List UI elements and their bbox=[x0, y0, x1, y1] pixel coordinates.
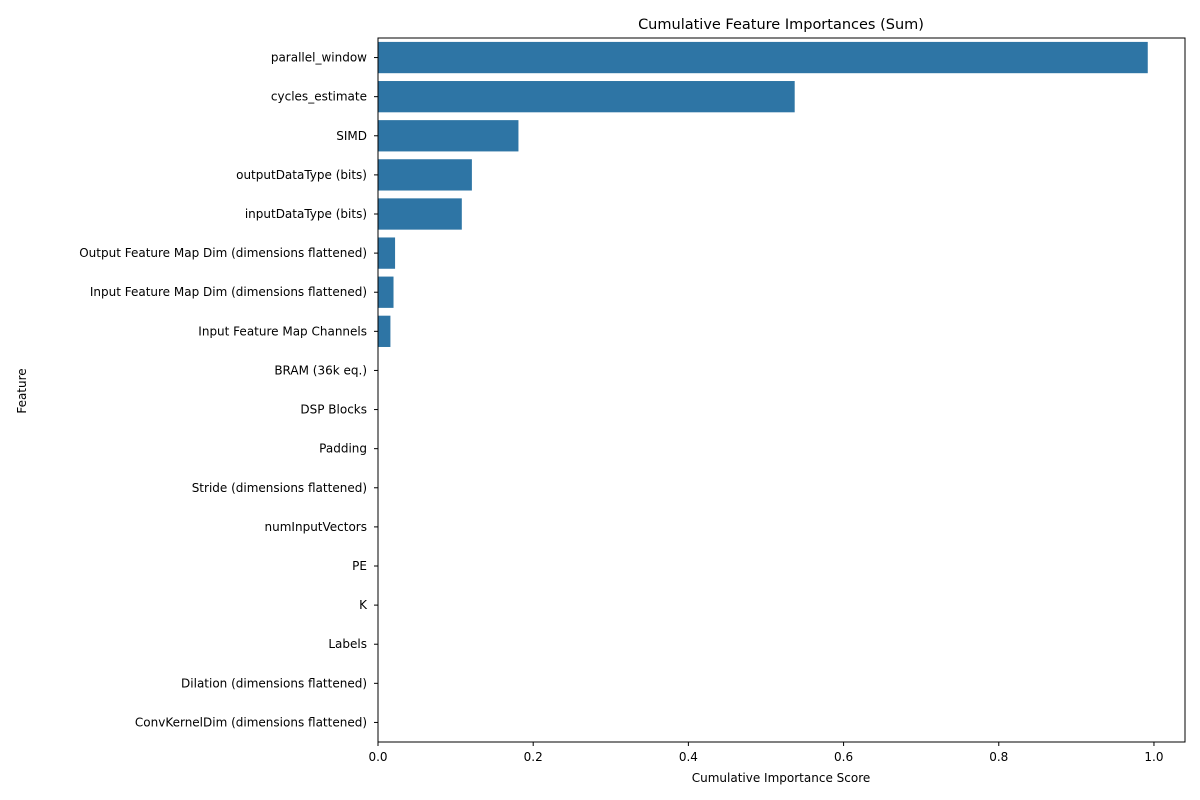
y-tick-label-0: parallel_window bbox=[271, 51, 367, 65]
bar-4 bbox=[378, 198, 462, 230]
axes-frame bbox=[377, 37, 1186, 743]
y-tick-label-16: Dilation (dimensions flattened) bbox=[181, 676, 367, 690]
y-tick-label-15: Labels bbox=[328, 637, 367, 651]
y-tick-label-14: K bbox=[359, 598, 368, 612]
bar-6 bbox=[378, 276, 394, 308]
bar-5 bbox=[378, 237, 396, 269]
y-axis-label: Feature bbox=[15, 368, 29, 413]
y-tick-label-7: Input Feature Map Channels bbox=[198, 324, 367, 338]
y-axis-ticks: parallel_window cycles_estimate SIMD output… bbox=[79, 51, 378, 729]
y-tick-label-10: Padding bbox=[319, 442, 367, 456]
y-tick-label-11: Stride (dimensions flattened) bbox=[192, 481, 367, 495]
bars-layer bbox=[378, 41, 1148, 347]
bar-0 bbox=[378, 41, 1148, 74]
y-tick-label-9: DSP Blocks bbox=[300, 403, 367, 417]
x-tick-label-4: 0.8 bbox=[989, 750, 1008, 764]
bar-7 bbox=[378, 315, 391, 347]
x-axis-label: Cumulative Importance Score bbox=[692, 771, 871, 785]
bar-2 bbox=[378, 120, 519, 152]
x-tick-label-3: 0.6 bbox=[834, 750, 853, 764]
x-tick-label-2: 0.4 bbox=[679, 750, 698, 764]
bar-3 bbox=[378, 159, 472, 191]
y-tick-label-8: BRAM (36k eq.) bbox=[274, 363, 367, 377]
y-tick-label-6: Input Feature Map Dim (dimensions flatte… bbox=[90, 285, 367, 299]
x-axis-ticks: 0.0 0.2 0.4 0.6 0.8 1.0 bbox=[368, 742, 1164, 764]
x-tick-label-1: 0.2 bbox=[524, 750, 543, 764]
y-tick-label-4: inputDataType (bits) bbox=[245, 207, 367, 221]
y-tick-label-1: cycles_estimate bbox=[271, 90, 367, 104]
bar-1 bbox=[378, 81, 795, 113]
y-tick-label-12: numInputVectors bbox=[265, 520, 367, 534]
y-tick-label-17: ConvKernelDim (dimensions flattened) bbox=[135, 715, 367, 729]
x-tick-label-0: 0.0 bbox=[368, 750, 387, 764]
y-tick-label-13: PE bbox=[352, 559, 367, 573]
plot-area-frame bbox=[377, 37, 1186, 743]
y-tick-label-2: SIMD bbox=[336, 129, 367, 143]
x-tick-label-5: 1.0 bbox=[1144, 750, 1163, 764]
y-tick-label-5: Output Feature Map Dim (dimensions flatt… bbox=[79, 246, 367, 260]
y-tick-label-3: outputDataType (bits) bbox=[236, 168, 367, 182]
chart-title: Cumulative Feature Importances (Sum) bbox=[638, 17, 924, 33]
